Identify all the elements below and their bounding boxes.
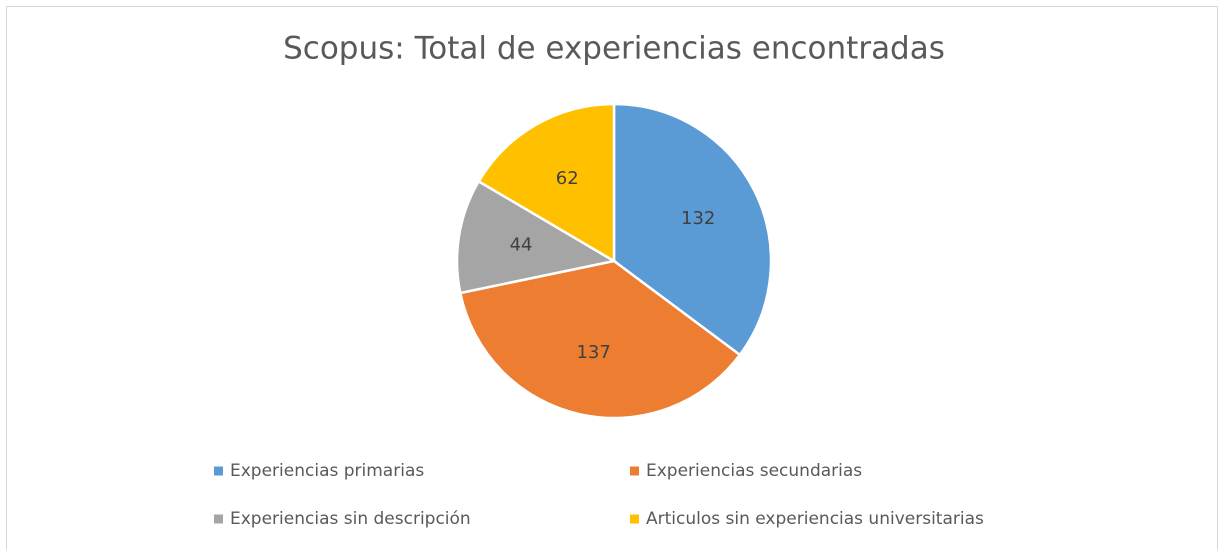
- legend-marker: [630, 466, 639, 476]
- legend-label: Articulos sin experiencias universitaria…: [646, 509, 984, 529]
- legend-label: Experiencias sin descripción: [230, 509, 471, 529]
- data-label: 137: [576, 342, 610, 363]
- pie-slice: [455, 179, 618, 295]
- legend-marker: [214, 466, 223, 476]
- pie-slice: [476, 102, 616, 264]
- data-label: 132: [681, 208, 715, 229]
- pie-slice: [458, 259, 742, 420]
- legend-label: Experiencias primarias: [230, 461, 424, 481]
- pie-slice: [612, 102, 773, 357]
- legend-marker: [630, 514, 639, 524]
- data-label: 44: [510, 235, 533, 256]
- data-label: 62: [556, 168, 579, 189]
- legend-label: Experiencias secundarias: [646, 461, 862, 481]
- legend-marker: [214, 514, 223, 524]
- chart-title: Scopus: Total de experiencias encontrada…: [283, 31, 945, 67]
